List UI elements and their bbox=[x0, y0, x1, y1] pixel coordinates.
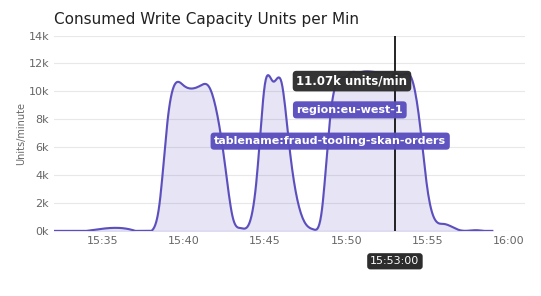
Y-axis label: Units/minute: Units/minute bbox=[16, 102, 26, 165]
Text: Consumed Write Capacity Units per Min: Consumed Write Capacity Units per Min bbox=[54, 12, 359, 28]
Text: 15:53:00: 15:53:00 bbox=[370, 256, 420, 266]
Text: tablename:fraud-tooling-skan-orders: tablename:fraud-tooling-skan-orders bbox=[214, 136, 446, 146]
Text: region:eu-west-1: region:eu-west-1 bbox=[296, 105, 403, 115]
Text: 11.07k units/min: 11.07k units/min bbox=[296, 75, 407, 88]
